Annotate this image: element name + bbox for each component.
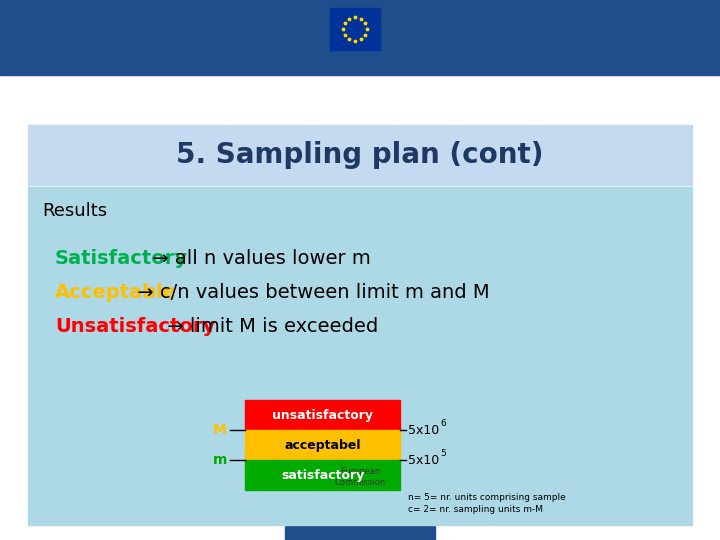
Text: 6: 6 — [440, 420, 446, 429]
Bar — [245, 460, 400, 490]
Text: n= 5= nr. units comprising sample: n= 5= nr. units comprising sample — [408, 494, 566, 503]
Bar — [330, 8, 380, 50]
Text: satisfactory: satisfactory — [281, 469, 364, 482]
Text: acceptabel: acceptabel — [284, 438, 361, 451]
Text: 5: 5 — [440, 449, 446, 458]
Text: 5x10: 5x10 — [408, 454, 439, 467]
Text: M: M — [213, 423, 227, 437]
Bar — [0, 0, 720, 75]
Bar — [28, 187, 692, 525]
Text: European
Commission: European Commission — [334, 467, 386, 487]
Text: 5. Sampling plan (cont): 5. Sampling plan (cont) — [176, 141, 544, 169]
Text: m: m — [213, 453, 228, 467]
Bar — [28, 125, 692, 185]
Text: → c/n values between limit m and M: → c/n values between limit m and M — [131, 282, 490, 301]
Text: → all n values lower m: → all n values lower m — [146, 248, 371, 267]
Text: 5x10: 5x10 — [408, 423, 439, 436]
Text: Acceptable: Acceptable — [55, 282, 177, 301]
Text: Satisfactory: Satisfactory — [55, 248, 188, 267]
Text: unsatisfactory: unsatisfactory — [272, 408, 373, 422]
Text: c= 2= nr. sampling units m-M: c= 2= nr. sampling units m-M — [408, 505, 543, 515]
Text: Unsatisfactory: Unsatisfactory — [55, 316, 215, 335]
Bar — [285, 526, 435, 540]
Text: Results: Results — [42, 202, 107, 220]
Bar — [245, 430, 400, 460]
Text: → limit M is exceeded: → limit M is exceeded — [161, 316, 379, 335]
Bar — [245, 400, 400, 430]
